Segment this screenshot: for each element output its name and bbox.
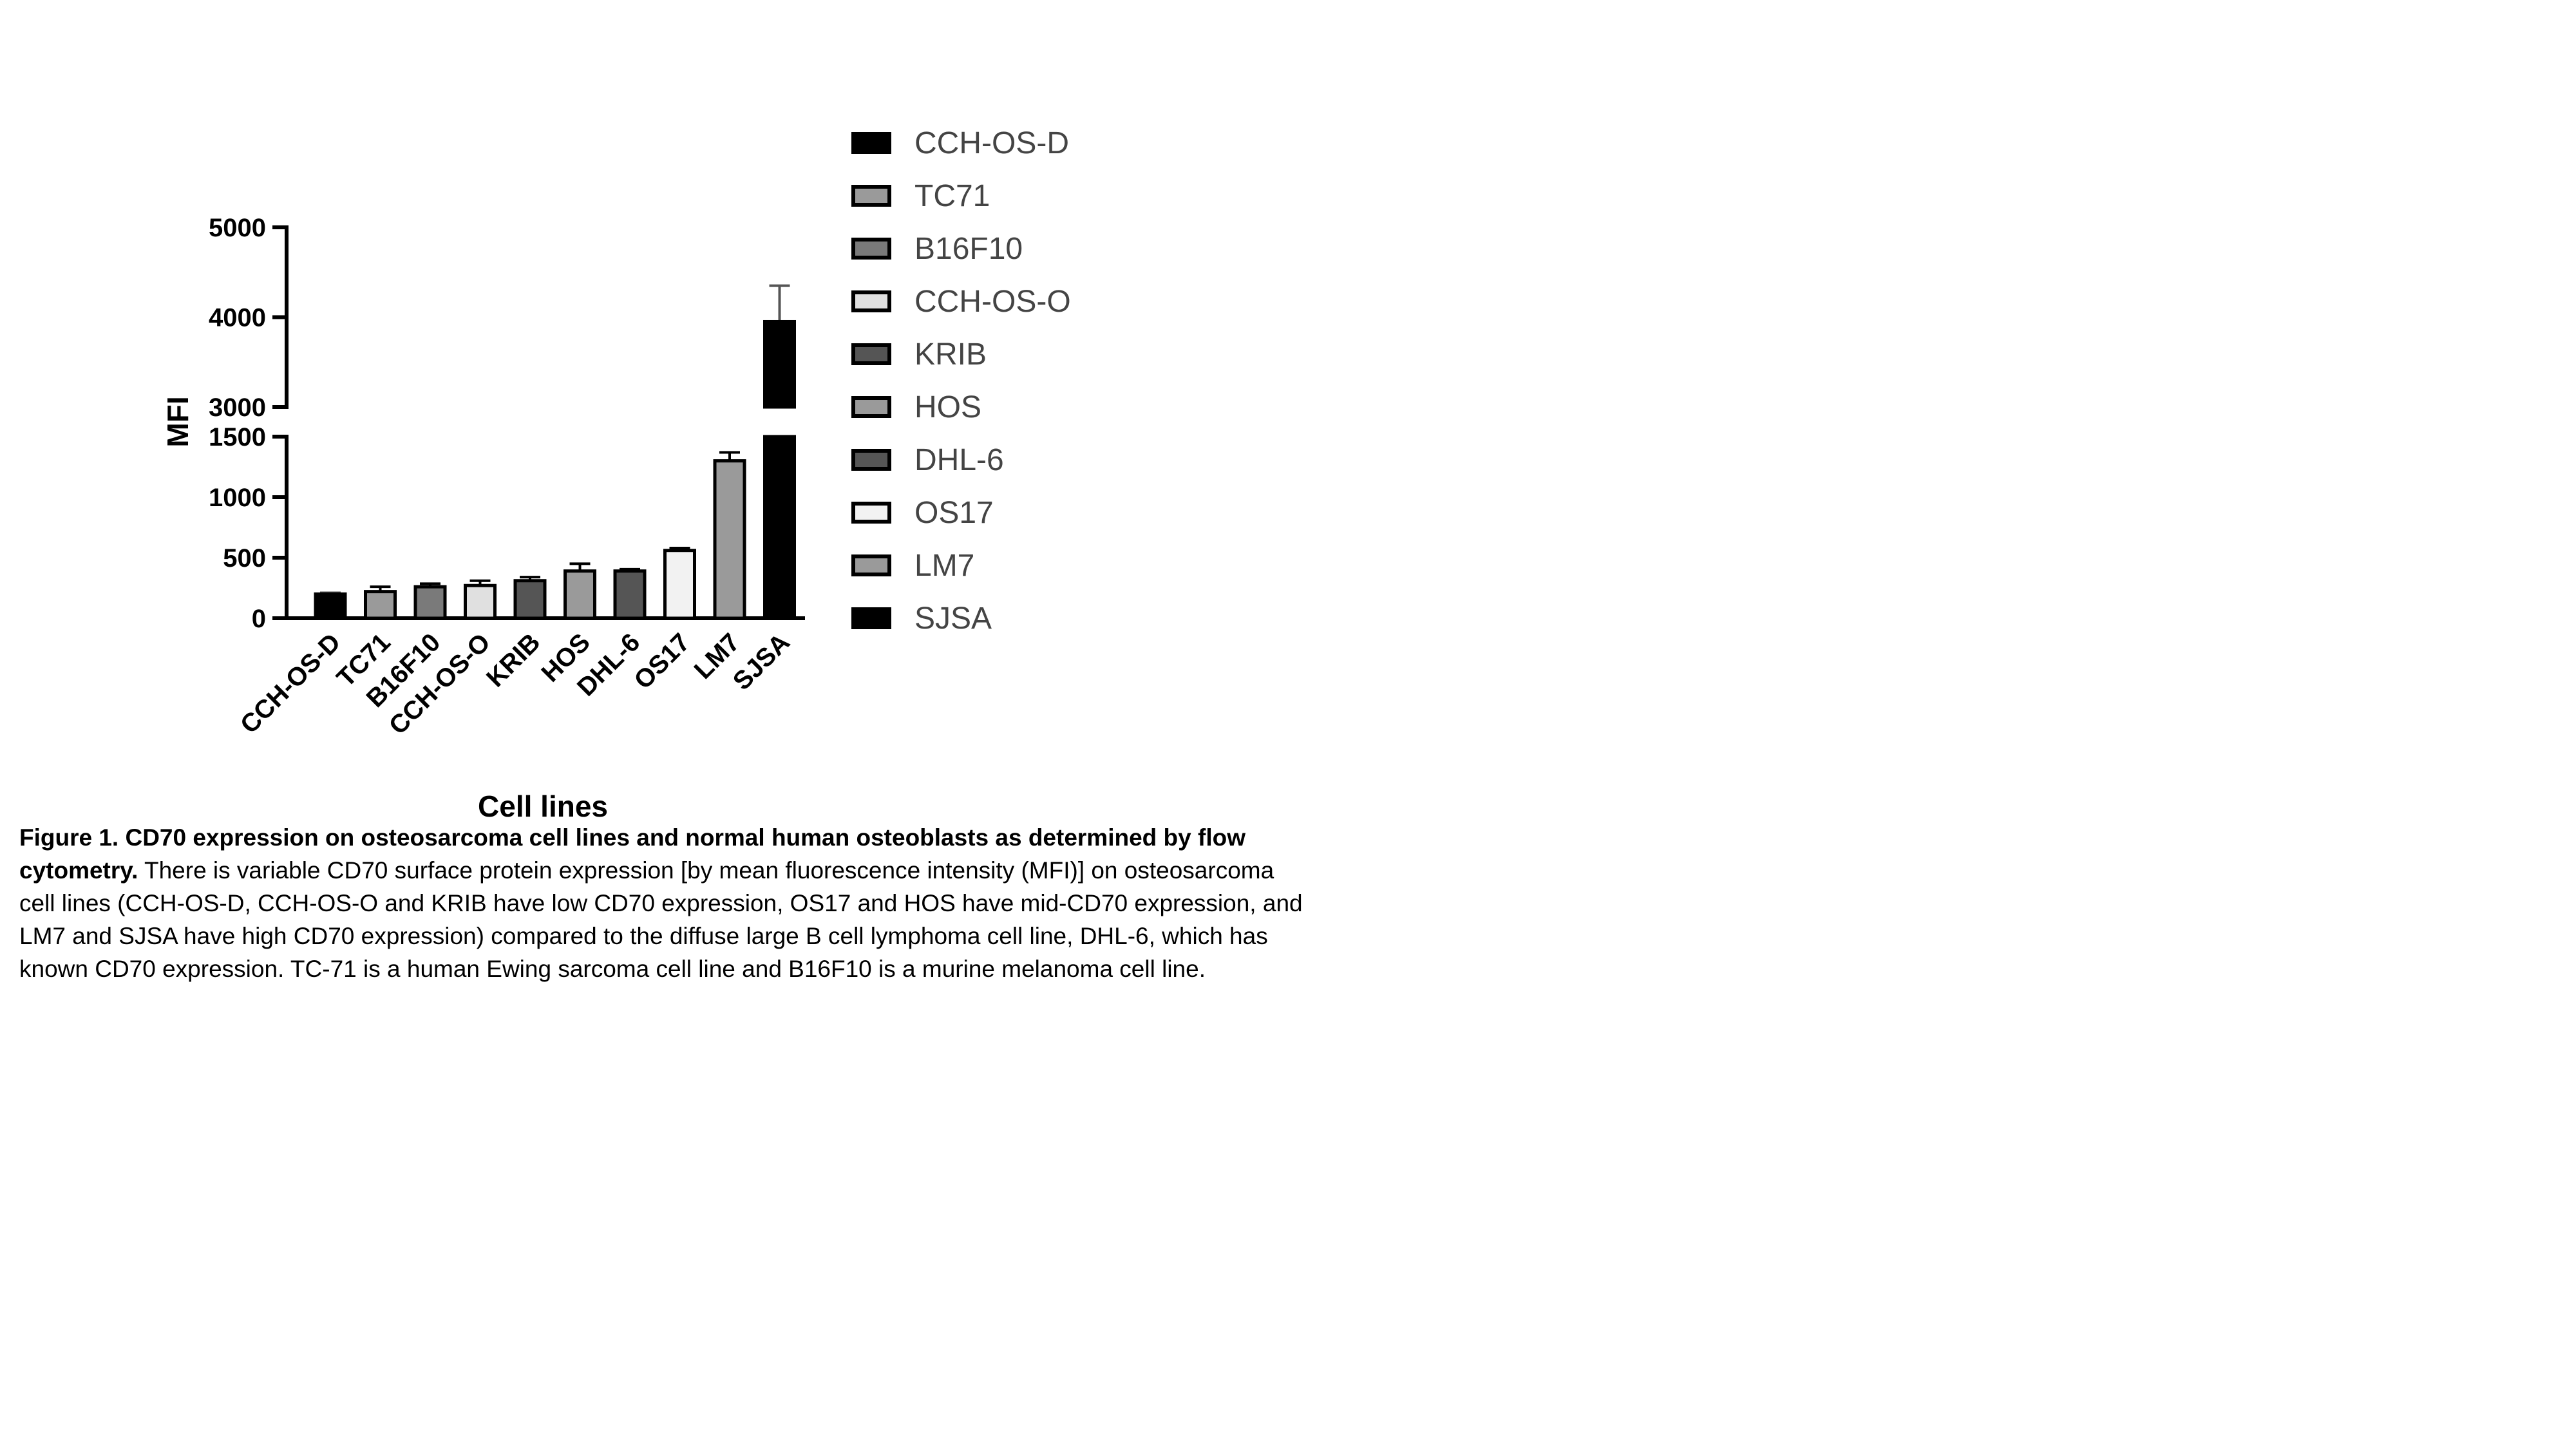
y-tick-label: 3000	[209, 393, 266, 422]
legend-swatch	[851, 449, 891, 471]
bar-tc71	[364, 590, 397, 620]
legend-swatch	[851, 502, 891, 524]
legend-swatch	[851, 607, 891, 629]
x-tick-label: OS17	[629, 628, 695, 694]
bar-hos	[564, 569, 596, 620]
legend-label: CCH-OS-O	[914, 285, 1071, 319]
chart-bars	[314, 284, 796, 620]
y-tick-label: 0	[252, 605, 266, 633]
legend-swatch	[851, 554, 891, 576]
legend-label: OS17	[914, 496, 994, 530]
legend-label: DHL-6	[914, 443, 1004, 477]
bar-sjsa	[763, 435, 796, 620]
legend-swatch	[851, 185, 891, 207]
y-tick-label: 5000	[209, 214, 266, 242]
bar-upper-sjsa	[763, 319, 796, 409]
legend-swatch	[851, 238, 891, 260]
y-tick-label: 500	[223, 544, 266, 573]
chart-legend: CCH-OS-D TC71 B16F10 CCH-OS-O KRIB HOS DHL-6 OS…	[851, 126, 1071, 636]
legend-label: KRIB	[914, 337, 987, 372]
y-tick-label: 1000	[209, 484, 266, 512]
x-tick-label: SJSA	[728, 628, 795, 696]
bar-cch-os-d	[314, 592, 347, 620]
legend-label: CCH-OS-D	[914, 126, 1069, 160]
bar-os17	[663, 549, 696, 620]
x-tick-label: KRIB	[481, 628, 545, 692]
legend-swatch	[851, 290, 891, 312]
bar-krib	[513, 579, 547, 620]
legend-label: HOS	[914, 390, 981, 424]
figure-caption: Figure 1. CD70 expression on osteosarcom…	[19, 821, 1307, 985]
y-tick-label: 1500	[209, 423, 266, 451]
caption-title: Figure 1. CD70 expression on osteosarcom…	[19, 824, 1245, 884]
bar-b16f10	[413, 585, 447, 620]
legend-swatch	[851, 396, 891, 418]
legend-label: B16F10	[914, 232, 1023, 266]
x-axis-title: Cell lines	[478, 790, 608, 823]
legend-label: LM7	[914, 549, 974, 583]
legend-label: SJSA	[914, 601, 992, 636]
x-tick-labels: CCH-OS-DTC71B16F10CCH-OS-OKRIBHOSDHL-6OS…	[235, 628, 795, 740]
y-axis-title: MFI	[161, 396, 194, 447]
legend-swatch	[851, 132, 891, 154]
bar-lm7	[713, 459, 746, 620]
x-tick-label: CCH-OS-D	[235, 628, 346, 739]
y-tick-label: 4000	[209, 304, 266, 332]
bar-cch-os-o	[464, 583, 497, 620]
bar-dhl-6	[613, 569, 647, 620]
legend-swatch	[851, 343, 891, 365]
legend-label: TC71	[914, 179, 990, 213]
caption-body: There is variable CD70 surface protein e…	[19, 857, 1303, 982]
